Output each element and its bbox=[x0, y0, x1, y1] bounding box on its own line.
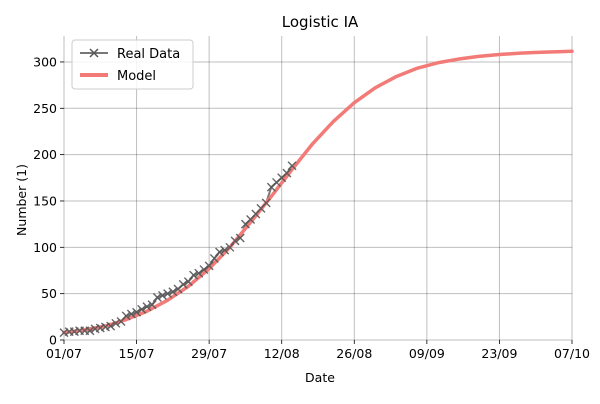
real-data-point bbox=[194, 268, 204, 278]
x-tick-label: 26/08 bbox=[336, 346, 372, 361]
legend-real-data-label: Real Data bbox=[117, 47, 180, 62]
real-data-point bbox=[178, 279, 188, 289]
real-data-point bbox=[168, 287, 178, 297]
real-data-point bbox=[121, 311, 131, 321]
grid bbox=[63, 36, 573, 341]
real-data-point bbox=[225, 242, 235, 252]
real-data-point bbox=[157, 291, 167, 301]
y-tick-label: 200 bbox=[33, 147, 57, 162]
x-tick-label: 12/08 bbox=[264, 346, 300, 361]
real-data-point bbox=[142, 302, 152, 312]
series-group bbox=[59, 49, 574, 338]
real-data-point bbox=[261, 198, 271, 208]
real-data-point bbox=[147, 300, 157, 310]
real-data-point bbox=[209, 253, 219, 263]
y-tick-label: 300 bbox=[33, 54, 57, 69]
real-data-point bbox=[215, 247, 225, 257]
real-data-point bbox=[137, 304, 147, 314]
y-tick-label: 250 bbox=[33, 101, 57, 116]
real-data-point bbox=[220, 245, 230, 255]
legend-model-label: Model bbox=[117, 69, 156, 84]
real-data-point bbox=[199, 265, 209, 275]
x-tick-label: 01/07 bbox=[46, 346, 82, 361]
real-data-point bbox=[183, 277, 193, 287]
y-tick-label: 50 bbox=[41, 286, 57, 301]
real-data-point bbox=[126, 309, 136, 319]
y-tick-label: 150 bbox=[33, 193, 57, 208]
real-data-line bbox=[63, 165, 293, 334]
model-line bbox=[62, 49, 574, 335]
x-tick-label: 15/07 bbox=[119, 346, 155, 361]
x-axis-title: Date bbox=[305, 370, 335, 385]
y-tick-label: 100 bbox=[33, 240, 57, 255]
real-data-point bbox=[152, 292, 162, 302]
x-tick-label: 23/09 bbox=[481, 346, 517, 361]
x-tick-label: 29/07 bbox=[191, 346, 227, 361]
axis-ticks: 01/07 15/07 29/07 12/08 26/08 09/09 23/09 07/10… bbox=[33, 54, 590, 361]
real-data-point bbox=[282, 168, 292, 178]
real-data-point bbox=[204, 261, 214, 271]
real-data-point bbox=[111, 318, 121, 328]
real-data-point bbox=[106, 321, 116, 331]
chart-title: Logistic IA bbox=[282, 13, 359, 31]
real-data-point bbox=[132, 307, 142, 317]
real-data-point bbox=[287, 161, 297, 171]
real-data-point bbox=[163, 289, 173, 299]
x-tick-label: 07/10 bbox=[554, 346, 590, 361]
real-data-point bbox=[235, 233, 245, 243]
real-data-point bbox=[189, 270, 199, 280]
real-data-point bbox=[85, 326, 95, 336]
x-tick-label: 09/09 bbox=[409, 346, 445, 361]
real-data-point bbox=[230, 236, 240, 246]
legend: Real Data Model bbox=[71, 39, 194, 90]
y-tick-label: 0 bbox=[49, 333, 57, 348]
y-axis-title: Number (1) bbox=[14, 164, 29, 236]
legend-real-data-marker bbox=[89, 48, 99, 58]
